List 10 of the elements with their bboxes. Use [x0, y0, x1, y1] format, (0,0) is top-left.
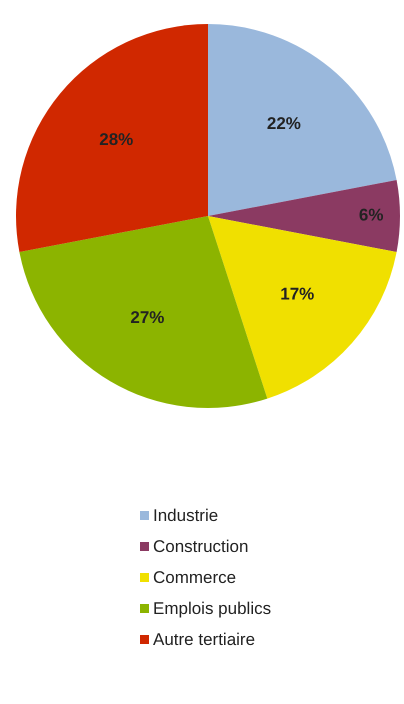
legend-label: Autre tertiaire: [153, 630, 256, 650]
legend-label: Emplois publics: [153, 598, 272, 618]
legend-label: Industrie: [153, 506, 218, 526]
data-label: 22%: [266, 114, 301, 133]
legend-label: Commerce: [153, 568, 236, 588]
data-label: 17%: [280, 284, 314, 304]
data-label: 27%: [130, 308, 164, 328]
legend-label: Construction: [153, 536, 248, 556]
data-label: 28%: [99, 130, 134, 149]
data-label: 6%: [358, 206, 384, 225]
